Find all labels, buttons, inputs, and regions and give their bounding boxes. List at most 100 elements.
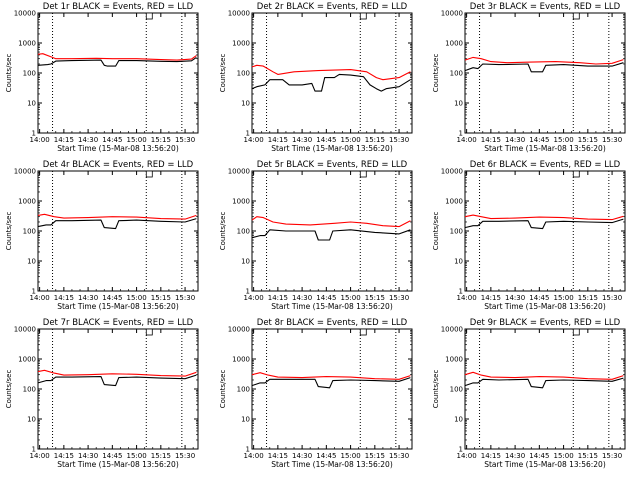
y-tick-label: 1000	[232, 198, 250, 206]
x-tick-label: 15:30	[389, 136, 409, 144]
x-tick-label: 14:45	[102, 294, 122, 302]
x-tick-label: 14:15	[268, 294, 288, 302]
y-tick-label: 10000	[14, 10, 36, 18]
series-line-lld	[464, 56, 624, 65]
y-tick-label: 100	[237, 228, 250, 236]
time-marker-box	[145, 328, 153, 336]
x-tick-label: 14:45	[102, 452, 122, 460]
y-tick-label: 100	[23, 70, 36, 78]
time-marker-box	[572, 12, 580, 20]
x-tick-label: 15:00	[340, 294, 360, 302]
x-tick-label: 14:30	[78, 136, 98, 144]
series-line-events	[464, 218, 624, 230]
panel-9r: Det 9r BLACK = Events, RED = LLD 1 10 100 10…	[432, 318, 626, 469]
x-tick-label: 14:15	[54, 136, 74, 144]
plot-frame	[37, 328, 199, 450]
time-marker-box	[359, 12, 367, 20]
series-line-lld	[37, 53, 197, 61]
y-tick-label: 100	[450, 70, 463, 78]
x-tick-label: 14:00	[30, 452, 50, 460]
x-tick-label: 15:30	[175, 294, 195, 302]
y-tick-label: 1	[246, 288, 250, 296]
x-tick-label: 14:00	[30, 294, 50, 302]
x-tick-label: 14:30	[78, 294, 98, 302]
y-tick-label: 1	[246, 446, 250, 454]
y-tick-label: 10000	[441, 168, 463, 176]
panel-title: Det 4r BLACK = Events, RED = LLD	[43, 160, 194, 170]
x-tick-label: 15:00	[553, 136, 573, 144]
panel-1r: Det 1r BLACK = Events, RED = LLD 1 10 100 10…	[5, 2, 199, 153]
x-tick-label: 14:45	[529, 452, 549, 460]
panel-7r: Det 7r BLACK = Events, RED = LLD 1 10 100 10…	[5, 318, 199, 469]
time-marker-box	[359, 328, 367, 336]
panel-title: Det 5r BLACK = Events, RED = LLD	[257, 160, 408, 170]
x-tick-label: 14:00	[244, 294, 264, 302]
time-marker-box	[572, 170, 580, 178]
x-tick-label: 14:00	[30, 136, 50, 144]
x-tick-label: 15:00	[553, 294, 573, 302]
x-tick-label: 15:15	[578, 452, 598, 460]
x-tick-label: 15:15	[365, 294, 385, 302]
y-axis-label: Counts/sec	[5, 212, 13, 251]
y-tick-label: 1	[459, 130, 463, 138]
x-tick-label: 14:15	[54, 294, 74, 302]
x-tick-label: 14:30	[78, 452, 98, 460]
x-axis-label: Start Time (15-Mar-08 13:56:20)	[57, 144, 179, 153]
y-tick-label: 1	[32, 130, 36, 138]
y-axis-label: Counts/sec	[432, 54, 440, 93]
y-tick-label: 10000	[228, 326, 250, 334]
y-tick-label: 10000	[228, 168, 250, 176]
x-axis-label: Start Time (15-Mar-08 13:56:20)	[484, 460, 606, 469]
y-tick-label: 1000	[232, 356, 250, 364]
series-line-events	[37, 218, 197, 230]
y-tick-label: 1000	[445, 40, 463, 48]
x-tick-label: 15:00	[126, 452, 146, 460]
y-tick-label: 10	[241, 416, 250, 424]
y-tick-label: 100	[237, 70, 250, 78]
y-tick-label: 1000	[445, 356, 463, 364]
panel-title: Det 7r BLACK = Events, RED = LLD	[43, 318, 194, 328]
x-tick-label: 15:15	[578, 136, 598, 144]
x-tick-label: 14:45	[316, 136, 336, 144]
x-axis-label: Start Time (15-Mar-08 13:56:20)	[271, 302, 393, 311]
x-tick-label: 15:30	[175, 136, 195, 144]
series-line-lld	[464, 371, 624, 380]
x-tick-label: 14:45	[316, 452, 336, 460]
series-line-events	[464, 62, 624, 73]
time-marker-box	[145, 170, 153, 178]
y-tick-label: 1	[459, 288, 463, 296]
x-tick-label: 14:30	[292, 136, 312, 144]
plot-frame	[464, 12, 626, 134]
x-tick-label: 15:15	[365, 452, 385, 460]
x-axis-label: Start Time (15-Mar-08 13:56:20)	[484, 302, 606, 311]
x-tick-label: 15:30	[175, 452, 195, 460]
y-tick-label: 10	[241, 258, 250, 266]
y-axis-label: Counts/sec	[432, 370, 440, 409]
x-axis-label: Start Time (15-Mar-08 13:56:20)	[484, 144, 606, 153]
x-tick-label: 14:00	[457, 136, 477, 144]
y-tick-label: 100	[450, 386, 463, 394]
y-tick-label: 10000	[228, 10, 250, 18]
y-tick-label: 10	[27, 416, 36, 424]
x-tick-label: 15:30	[602, 136, 622, 144]
x-tick-label: 14:45	[102, 136, 122, 144]
y-tick-label: 1000	[18, 198, 36, 206]
y-tick-label: 10000	[441, 326, 463, 334]
series-line-lld	[251, 216, 411, 228]
series-line-events	[251, 73, 411, 92]
x-tick-label: 15:15	[151, 136, 171, 144]
panel-title: Det 3r BLACK = Events, RED = LLD	[470, 2, 621, 12]
y-tick-label: 100	[23, 228, 36, 236]
y-tick-label: 100	[23, 386, 36, 394]
x-tick-label: 14:15	[54, 452, 74, 460]
x-tick-label: 15:30	[389, 452, 409, 460]
x-tick-label: 15:00	[126, 136, 146, 144]
plot-frame	[37, 12, 199, 134]
y-axis-label: Counts/sec	[432, 212, 440, 251]
y-tick-label: 10	[27, 100, 36, 108]
y-tick-label: 1	[32, 446, 36, 454]
y-tick-label: 1	[246, 130, 250, 138]
series-line-events	[37, 374, 197, 387]
